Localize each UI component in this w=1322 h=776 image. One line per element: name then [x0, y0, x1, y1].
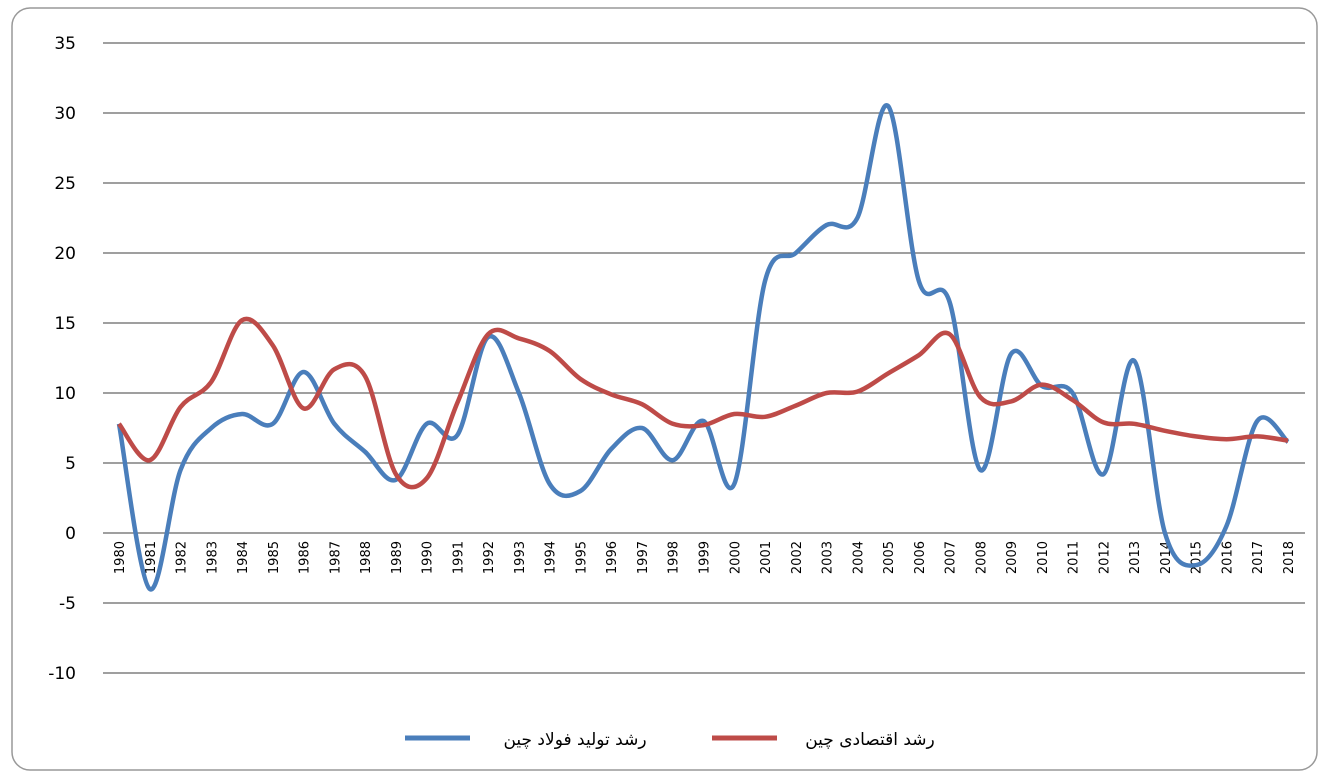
x-tick-label: 2012 [1097, 541, 1112, 574]
x-tick-label: 1998 [667, 541, 682, 574]
x-tick-label: 1982 [175, 541, 190, 574]
legend-label: رشد اقتصادی چین [805, 730, 935, 750]
x-tick-label: 1988 [359, 541, 374, 574]
y-tick-label: 15 [54, 314, 76, 334]
x-tick-label: 1993 [513, 541, 528, 574]
x-tick-label: 2001 [759, 541, 774, 574]
series-line [117, 316, 1289, 490]
x-tick-label: 1985 [267, 541, 282, 574]
x-tick-label: 1992 [482, 541, 497, 574]
series-line [116, 103, 1290, 592]
y-tick-label: 35 [54, 34, 76, 54]
y-tick-label: 20 [54, 244, 76, 264]
y-tick-label: 10 [54, 384, 76, 404]
x-tick-label: 2000 [728, 541, 743, 574]
x-tick-label: 1997 [636, 541, 651, 574]
x-tick-label: 2004 [851, 541, 866, 574]
x-tick-label: 2011 [1067, 541, 1082, 574]
x-tick-label: 1981 [144, 541, 159, 574]
x-tick-label: 1989 [390, 541, 405, 574]
x-tick-label: 2003 [821, 541, 836, 574]
x-tick-label: 2015 [1190, 541, 1205, 574]
x-tick-label: 2017 [1251, 541, 1266, 574]
x-tick-label: 1980 [113, 541, 128, 574]
y-tick-label: 5 [65, 454, 76, 474]
x-tick-label: 1991 [451, 541, 466, 574]
x-tick-label: 2007 [944, 541, 959, 574]
x-tick-label: 2008 [974, 541, 989, 574]
x-tick-label: 2018 [1282, 541, 1297, 574]
x-tick-label: 1995 [574, 541, 589, 574]
x-tick-label: 2016 [1220, 541, 1235, 574]
x-tick-label: 2009 [1005, 541, 1020, 574]
y-tick-label: -10 [48, 664, 76, 684]
chart-frame [11, 7, 1318, 771]
y-tick-label: 0 [65, 524, 76, 544]
x-tick-label: 1987 [328, 541, 343, 574]
y-tick-label: -5 [59, 594, 76, 614]
x-tick-label: 1996 [605, 541, 620, 574]
x-tick-label: 1999 [698, 541, 713, 574]
legend-label: رشد تولید فولاد چین [503, 730, 646, 750]
x-tick-label: 1990 [421, 541, 436, 574]
x-tick-label: 1986 [298, 541, 313, 574]
x-tick-label: 1983 [205, 541, 220, 574]
x-tick-label: 2005 [882, 541, 897, 574]
x-tick-label: 1994 [544, 541, 559, 574]
x-tick-label: 2006 [913, 541, 928, 574]
x-tick-label: 1984 [236, 541, 251, 574]
x-tick-label: 2010 [1036, 541, 1051, 574]
x-tick-label: 2002 [790, 541, 805, 574]
y-tick-label: 30 [54, 104, 76, 124]
x-tick-label: 2013 [1128, 541, 1143, 574]
y-tick-label: 25 [54, 174, 76, 194]
